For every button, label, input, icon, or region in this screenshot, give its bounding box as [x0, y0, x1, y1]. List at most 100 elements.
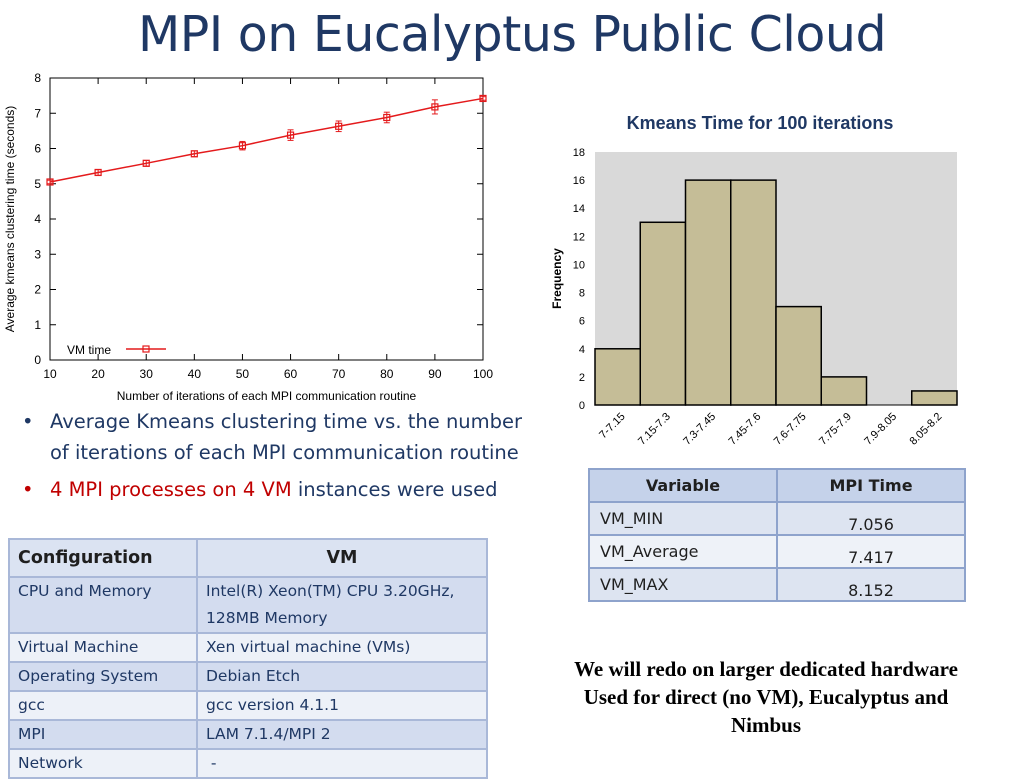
histogram-bar	[911, 390, 958, 406]
slide-title: MPI on Eucalyptus Public Cloud	[137, 6, 887, 63]
x-tick-label: 40	[188, 367, 202, 381]
note-line: Nimbus	[730, 713, 802, 737]
y-tick-label: 2	[34, 283, 41, 297]
y-tick-label: 18	[573, 147, 585, 159]
column-header-mpi-time: MPI Time	[776, 468, 966, 503]
x-tick-label: 7.45-7.6	[726, 411, 763, 448]
bullet-text: Average Kmeans clustering time vs. the n…	[50, 410, 523, 464]
y-tick-label: 12	[573, 231, 585, 243]
bullet-item-1: • Average Kmeans clustering time vs. the…	[22, 406, 542, 468]
mpi-time-cell: 7.056	[776, 501, 966, 536]
config-value-line: Xen virtual machine (VMs)	[206, 638, 411, 656]
config-value-cell: LAM 7.1.4/MPI 2	[196, 719, 488, 750]
config-value-line: Intel(R) Xeon(TM) CPU 3.20GHz,	[206, 582, 455, 600]
x-tick-label: 90	[428, 367, 442, 381]
bullet-text: instances were used	[291, 478, 498, 501]
bullet-dot: •	[22, 478, 34, 501]
note-line: We will redo on larger dedicated hardwar…	[574, 657, 958, 681]
histogram-bar	[639, 221, 687, 406]
bullet-list: • Average Kmeans clustering time vs. the…	[22, 406, 542, 511]
variable-cell: VM_Average	[588, 534, 778, 569]
x-tick-label: 100	[473, 367, 493, 381]
column-header-configuration: Configuration	[8, 538, 198, 578]
x-tick-label: 7.15-7.3	[636, 411, 673, 448]
table-row: Virtual Machine Xen virtual machine (VMs)	[8, 632, 488, 663]
x-tick-label: 70	[332, 367, 346, 381]
y-axis-label: Frequency	[550, 248, 564, 309]
series-line-vm-time	[49, 97, 484, 183]
bullet-item-2: • 4 MPI processes on 4 VM instances were…	[22, 474, 542, 505]
y-tick-label: 4	[579, 344, 585, 356]
bullet-dot: •	[22, 410, 34, 433]
config-value-cell: gcc version 4.1.1	[196, 690, 488, 721]
y-tick-label: 0	[34, 353, 41, 367]
mpi-time-table: Variable MPI Time VM_MIN 7.056 VM_Average 7…	[588, 468, 966, 602]
table-row: VM_MIN 7.056	[588, 501, 966, 536]
histogram-bar	[775, 305, 822, 406]
kmeans-time-line-chart: 0 1 2 3 4 5 6 7 8 10 20 30 40 50 60 70 80 90 100 Number of …	[3, 71, 493, 403]
config-value-line: 128MB Memory	[206, 609, 328, 627]
x-tick-label: 7-7.15	[597, 411, 628, 442]
column-header-vm: VM	[196, 538, 488, 578]
data-point	[46, 178, 54, 186]
x-tick-label: 7.75-7.9	[817, 411, 854, 448]
x-tick-label: 80	[380, 367, 394, 381]
plot-frame	[49, 77, 484, 361]
x-tick-label: 60	[284, 367, 298, 381]
legend-label: VM time	[67, 343, 111, 357]
variable-cell: VM_MAX	[588, 567, 778, 602]
configuration-table: Configuration VM CPU and Memory Intel(R) …	[8, 538, 488, 779]
data-point	[479, 94, 487, 103]
x-tick-label: 20	[91, 367, 105, 381]
y-tick-label: 6	[34, 142, 41, 156]
y-tick-label: 2	[579, 372, 585, 384]
table-row: VM_MAX 8.152	[588, 567, 966, 602]
config-value-cell: Debian Etch	[196, 661, 488, 692]
config-label-cell: Operating System	[8, 661, 198, 692]
config-value-line: LAM 7.1.4/MPI 2	[206, 725, 331, 743]
table-row: CPU and Memory Intel(R) Xeon(TM) CPU 3.20…	[8, 576, 488, 634]
data-point	[238, 142, 247, 150]
x-tick-label: 7.6-7.75	[772, 411, 809, 448]
y-tick-label: 0	[579, 400, 585, 412]
data-point	[383, 113, 391, 122]
histogram-bar	[594, 348, 641, 406]
config-label-cell: MPI	[8, 719, 198, 750]
x-tick-label: 7.9-8.05	[862, 411, 899, 448]
data-point	[94, 168, 102, 177]
data-point	[142, 159, 150, 167]
config-value-line: Debian Etch	[206, 667, 301, 685]
table-row: Network -	[8, 748, 488, 779]
histogram-bar	[820, 376, 868, 406]
histogram-bar	[684, 179, 732, 406]
y-tick-label: 7	[34, 106, 41, 120]
histogram-bar	[730, 179, 777, 406]
table-header-row: Variable MPI Time	[588, 468, 966, 503]
x-tick-label: 10	[43, 367, 57, 381]
x-axis-label: Number of iterations of each MPI communi…	[117, 389, 417, 403]
config-value-line: gcc version 4.1.1	[206, 696, 339, 714]
chart-title: Kmeans Time for 100 iterations	[627, 113, 894, 133]
y-tick-label: 10	[573, 259, 585, 271]
y-tick-label: 8	[34, 71, 41, 85]
x-tick-label: 50	[236, 367, 250, 381]
note-line: Used for direct (no VM), Eucalyptus and	[583, 685, 949, 709]
y-tick-label: 3	[34, 247, 41, 261]
data-point	[335, 122, 343, 130]
config-value-cell: Xen virtual machine (VMs)	[196, 632, 488, 663]
y-axis-label: Average kmeans clustering time (seconds)	[3, 106, 17, 333]
config-value-cell: -	[196, 748, 488, 779]
x-tick-label: 30	[140, 367, 154, 381]
data-point	[190, 150, 198, 158]
table-row: VM_Average 7.417	[588, 534, 966, 569]
y-tick-label: 5	[34, 177, 41, 191]
table-row: Operating System Debian Etch	[8, 661, 488, 692]
y-tick-label: 6	[579, 316, 585, 328]
configuration-table-body: CPU and Memory Intel(R) Xeon(TM) CPU 3.20…	[8, 576, 488, 779]
y-tick-label: 1	[34, 318, 41, 332]
mpi-time-table-body: VM_MIN 7.056 VM_Average 7.417 VM_MAX 8.152	[588, 501, 966, 602]
x-tick-label: 8.05-8.2	[907, 411, 944, 448]
data-point	[431, 103, 439, 111]
config-label-cell: CPU and Memory	[8, 576, 198, 634]
x-tick-label: 7.3-7.45	[681, 411, 718, 448]
